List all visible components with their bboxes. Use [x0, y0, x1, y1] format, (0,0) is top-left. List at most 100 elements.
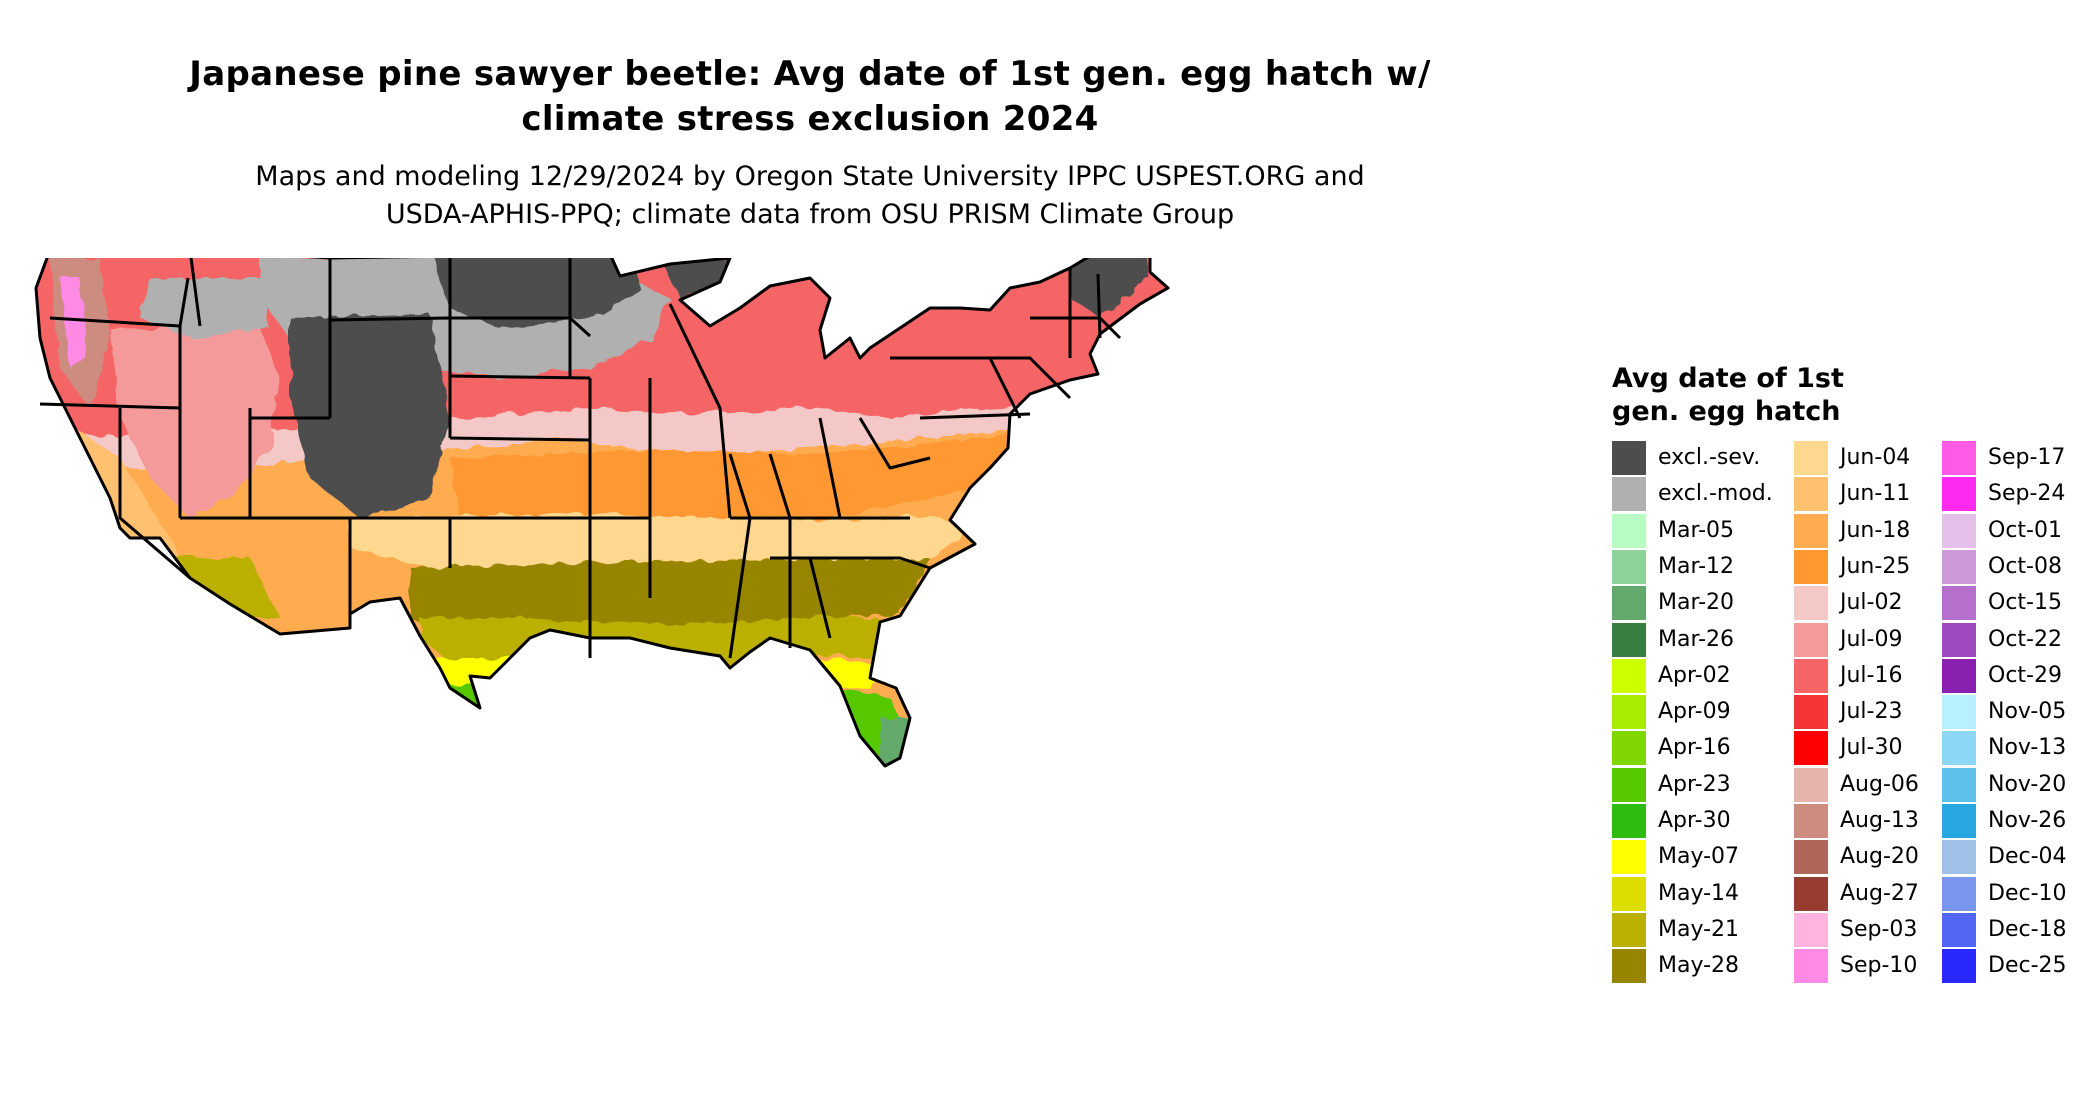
legend-swatch — [1612, 586, 1646, 621]
legend-label: Apr-16 — [1658, 735, 1731, 761]
legend-item: May-14 — [1612, 876, 1812, 911]
legend-label: Sep-17 — [1988, 445, 2066, 470]
legend-item: Jun-25 — [1794, 549, 1994, 584]
legend-item: Nov-20 — [1942, 767, 2100, 802]
legend-item: Oct-15 — [1942, 586, 2100, 621]
legend-label: Dec-25 — [1988, 953, 2067, 979]
legend-label: May-21 — [1658, 916, 1740, 942]
zone-idaho-excl — [140, 278, 270, 338]
legend-label: Jul-02 — [1840, 590, 1903, 616]
legend-item: Mar-12 — [1612, 549, 1812, 584]
map-title: Japanese pine sawyer beetle: Avg date of… — [40, 52, 1580, 142]
legend-swatch — [1794, 804, 1828, 838]
legend-swatch — [1942, 840, 1976, 875]
legend-item: Apr-23 — [1612, 767, 1812, 802]
legend-label: Dec-10 — [1988, 880, 2067, 906]
legend-swatch — [1794, 477, 1828, 512]
legend-label: Mar-20 — [1658, 590, 1735, 616]
legend-swatch — [1794, 586, 1828, 621]
legend-swatch — [1794, 949, 1828, 984]
legend-swatch — [1942, 441, 1976, 475]
legend-item: Dec-04 — [1942, 840, 2100, 875]
legend-label: Apr-02 — [1658, 662, 1731, 688]
legend-item: Oct-22 — [1942, 622, 2100, 657]
legend-swatch — [1612, 876, 1646, 911]
legend-item: Dec-25 — [1942, 949, 2100, 984]
legend-swatch — [1794, 731, 1828, 766]
legend-swatch — [1942, 912, 1976, 947]
legend-swatch — [1942, 804, 1976, 838]
legend-item: excl.-mod. — [1612, 477, 1812, 512]
legend-swatch — [1942, 731, 1976, 766]
legend-label: Oct-29 — [1988, 662, 2062, 688]
legend-item: Aug-27 — [1794, 876, 1994, 911]
legend-label: Oct-15 — [1988, 590, 2062, 616]
band-apr-23 — [440, 684, 910, 766]
zone-cascades — [60, 278, 85, 368]
legend-swatch — [1794, 549, 1828, 584]
legend-label: Jul-30 — [1840, 735, 1903, 761]
legend-item: Jul-09 — [1794, 622, 1994, 657]
legend-item: Dec-10 — [1942, 876, 2100, 911]
legend-item: Mar-05 — [1612, 513, 1812, 548]
legend-label: Jul-09 — [1840, 626, 1903, 652]
legend-swatch — [1942, 695, 1976, 730]
legend-swatch — [1612, 731, 1646, 766]
legend-label: Aug-27 — [1840, 880, 1919, 906]
legend-label: Apr-23 — [1658, 771, 1731, 797]
legend-swatch — [1794, 767, 1828, 802]
legend-label: May-28 — [1658, 953, 1740, 979]
legend-label: Jul-16 — [1840, 662, 1903, 688]
legend-label: Nov-20 — [1988, 771, 2067, 797]
legend-item: May-21 — [1612, 912, 1812, 947]
legend-label: Apr-30 — [1658, 808, 1731, 833]
legend-label: Dec-04 — [1988, 844, 2067, 870]
legend-item: Sep-17 — [1942, 441, 2100, 475]
legend-label: Nov-05 — [1988, 699, 2067, 725]
legend-label: Oct-08 — [1988, 553, 2062, 579]
legend-swatch — [1942, 949, 1976, 984]
map-title-line-2: climate stress exclusion 2024 — [521, 99, 1099, 139]
legend-item: Jul-30 — [1794, 731, 1994, 766]
legend-swatch — [1612, 658, 1646, 693]
map-subtitle-line-2: USDA-APHIS-PPQ; climate data from OSU PR… — [385, 199, 1235, 230]
legend-label: Jun-11 — [1840, 481, 1911, 507]
legend-swatch — [1942, 622, 1976, 657]
legend-swatch — [1794, 622, 1828, 657]
legend-swatch — [1612, 549, 1646, 584]
legend-item: Nov-05 — [1942, 695, 2100, 730]
legend-swatch — [1794, 876, 1828, 911]
legend-swatch — [1794, 658, 1828, 693]
legend-swatch — [1942, 658, 1976, 693]
legend-label: Sep-03 — [1840, 916, 1918, 942]
legend-swatch — [1612, 949, 1646, 984]
legend-label: Sep-24 — [1988, 481, 2066, 507]
legend-item: Apr-30 — [1612, 804, 1812, 838]
map-subtitle-line-1: Maps and modeling 12/29/2024 by Oregon S… — [255, 161, 1365, 192]
legend-item: Mar-20 — [1612, 586, 1812, 621]
legend-label: Aug-20 — [1840, 844, 1919, 870]
legend-item: Dec-18 — [1942, 912, 2100, 947]
zone-arizona — [170, 558, 280, 618]
legend-label: May-07 — [1658, 844, 1740, 870]
legend-swatch — [1612, 840, 1646, 875]
legend-item: excl.-sev. — [1612, 441, 1812, 475]
legend-label: Sep-10 — [1840, 953, 1918, 979]
legend-swatch — [1942, 513, 1976, 548]
legend-item: Aug-20 — [1794, 840, 1994, 875]
legend-swatch — [1942, 549, 1976, 584]
legend-swatch — [1794, 513, 1828, 548]
legend-title: Avg date of 1st gen. egg hatch — [1612, 362, 1912, 428]
zone-excl-sev-north — [430, 258, 640, 328]
legend-swatch — [1794, 912, 1828, 947]
legend-swatch — [1612, 912, 1646, 947]
legend-item: Jul-16 — [1794, 658, 1994, 693]
us-degree-day-map — [34, 258, 1170, 768]
band-may-07 — [430, 658, 880, 688]
legend-item: Aug-13 — [1794, 804, 1994, 838]
legend-item: Apr-02 — [1612, 658, 1812, 693]
zone-excl-sev-maine — [1070, 258, 1150, 318]
legend-label: Mar-05 — [1658, 517, 1735, 543]
legend-item: Oct-01 — [1942, 513, 2100, 548]
band-apr-02 — [470, 708, 550, 766]
